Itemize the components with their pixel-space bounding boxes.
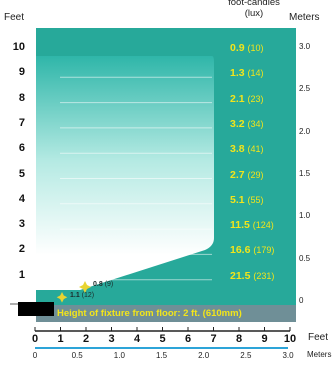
reading-lux: (14) [247,68,264,79]
gridlines [60,76,212,281]
reading-row: 1.3 (14) [230,67,264,79]
inner-reading-1-fc: 0.8 [93,281,103,288]
x-feet-tick-label: 1 [57,333,64,345]
y-meters-tick: 3.0 [299,42,311,51]
y-feet-tick: 7 [18,116,25,129]
x-axis-feet-unit: Feet [308,332,329,343]
inner-reading-2: 1.1 (12) [70,292,94,299]
reading-fc: 1.3 [230,67,245,80]
x-axis-feet-ticks [34,327,291,331]
y-feet-tick: 3 [18,218,25,231]
y-meters-tick: 2.0 [299,126,311,136]
y-meters-tick: 2.5 [299,84,311,94]
y-meters-tick: 0.5 [299,253,311,263]
reading-row: 3.8 (41) [230,143,264,155]
reading-fc: 0.9 [230,42,245,54]
reading-fc: 2.1 [230,92,245,105]
reading-lux: (10) [247,43,264,53]
y-meters-tick: 1.0 [299,211,311,221]
x-axis-meters-unit: Meters [307,350,332,359]
y-feet-tick: 4 [18,192,25,205]
reading-lux: (231) [253,270,275,281]
x-meters-tick-label: 2.5 [240,351,252,360]
x-meters-tick-label: 1.0 [113,351,125,360]
reading-row: 5.1 (55) [230,194,264,206]
reading-lux: (124) [252,220,274,231]
reading-lux: (29) [247,169,264,180]
inner-reading-2-lux: (12) [81,292,95,299]
inner-reading-1: 0.8 (9) [93,281,113,288]
reading-lux: (41) [247,144,264,155]
x-meters-tick-label: 3.0 [282,351,294,360]
reading-lux: (179) [253,245,275,256]
reading-lux: (34) [247,118,264,129]
inner-reading-1-lux: (9) [104,281,114,288]
sparkle-icon-1 [79,281,91,293]
y-feet-tick: 6 [18,142,25,155]
reading-row: 2.7 (29) [230,169,264,181]
reading-row: 3.2 (34) [230,118,264,130]
inner-reading-2-fc: 1.1 [70,292,80,299]
reading-row: 0.9 (10) [230,42,264,54]
x-feet-tick-label: 4 [133,333,141,345]
x-feet-tick-label: 2 [82,333,90,345]
x-meters-tick-label: 2.0 [198,351,210,360]
x-feet-tick-label: 7 [210,333,217,345]
beam-area [36,56,214,290]
foot-candles-header-line2: (lux) [244,8,264,19]
reading-lux: (55) [247,194,264,205]
reading-row: 16.6 (179) [230,244,274,256]
x-meters-tick-label: 0 [32,351,38,360]
reading-lux: (23) [247,93,264,104]
foot-candles-header: foot-candles (lux) [220,0,288,19]
x-meters-tick-label: 0.5 [71,351,83,360]
feet-axis-label: Feet [4,12,25,23]
reading-fc: 3.8 [230,143,245,156]
y-meters-tick: 0 [299,296,304,305]
reading-fc: 2.7 [230,168,245,181]
reading-row: 11.5 (124) [230,219,274,231]
reading-row: 2.1 (23) [230,93,264,105]
y-feet-tick: 2 [18,243,25,256]
reading-fc: 21.5 [230,269,251,282]
x-meters-tick-label: 1.5 [155,351,168,360]
foot-candles-header-line1: foot-candles [228,0,280,8]
x-feet-tick-label: 3 [108,333,115,345]
reading-fc: 11.5 [230,219,250,232]
reading-fc: 16.6 [230,244,251,257]
fixture-icon [18,302,54,316]
sparkle-icon-2 [56,292,68,303]
x-feet-tick-label: 0 [31,333,39,345]
y-meters-tick: 1.5 [299,169,311,178]
x-feet-tick-label: 6 [184,333,192,345]
y-feet-tick: 8 [18,91,25,104]
reading-row: 21.5 (231) [230,270,274,282]
x-feet-tick-label: 9 [261,333,268,345]
fixture-height-caption: Height of fixture from floor: 2 ft. (610… [57,308,242,319]
y-feet-tick: 1 [18,268,25,281]
reading-fc: 5.1 [230,193,245,206]
x-feet-tick-label: 5 [159,333,166,345]
x-feet-tick-label: 8 [235,333,243,345]
meters-axis-label: Meters [289,12,320,23]
y-feet-tick: 5 [18,167,25,180]
reading-fc: 3.2 [230,117,245,130]
y-feet-tick: 9 [18,66,25,79]
x-feet-tick-label: 10 [283,333,297,345]
y-feet-tick: 10 [12,41,25,53]
caption-bar [36,305,296,322]
